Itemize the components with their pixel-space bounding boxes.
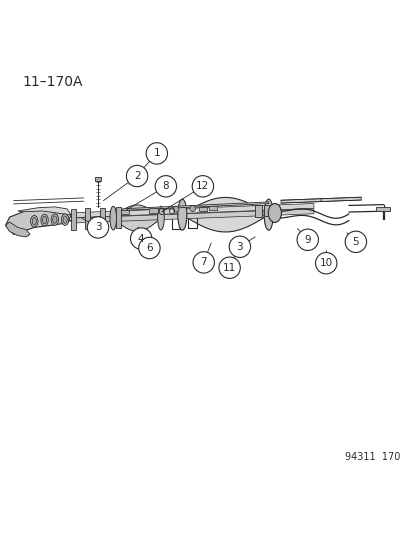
Circle shape (315, 253, 336, 274)
Text: 94311  170: 94311 170 (344, 452, 399, 462)
Text: 12: 12 (196, 181, 209, 191)
Circle shape (138, 237, 160, 259)
Circle shape (189, 206, 195, 212)
Ellipse shape (43, 216, 47, 224)
Text: 10: 10 (319, 258, 332, 268)
Polygon shape (100, 208, 104, 229)
Text: 4: 4 (138, 233, 144, 244)
Text: 8: 8 (162, 181, 169, 191)
Ellipse shape (32, 217, 36, 225)
Polygon shape (71, 209, 76, 230)
Polygon shape (263, 205, 271, 216)
Ellipse shape (53, 216, 57, 223)
Polygon shape (120, 209, 128, 214)
Polygon shape (95, 177, 101, 181)
Ellipse shape (41, 214, 48, 226)
Polygon shape (116, 207, 121, 228)
Text: 3: 3 (236, 242, 242, 252)
Text: 2: 2 (133, 171, 140, 181)
Ellipse shape (31, 215, 38, 227)
Polygon shape (85, 208, 90, 229)
Circle shape (87, 217, 109, 238)
Circle shape (192, 252, 214, 273)
Text: 1: 1 (153, 148, 160, 158)
Circle shape (146, 143, 167, 164)
Ellipse shape (268, 204, 281, 222)
Text: 9: 9 (304, 235, 310, 245)
Text: 11: 11 (223, 263, 236, 273)
Polygon shape (113, 205, 161, 231)
Polygon shape (198, 206, 206, 211)
Circle shape (344, 231, 366, 253)
Circle shape (229, 236, 250, 257)
Polygon shape (5, 208, 71, 235)
Polygon shape (320, 197, 360, 201)
Polygon shape (73, 204, 313, 217)
Polygon shape (375, 207, 389, 211)
Polygon shape (73, 209, 313, 223)
Circle shape (130, 228, 152, 249)
Ellipse shape (263, 199, 273, 230)
Circle shape (173, 206, 178, 212)
Polygon shape (5, 222, 30, 237)
Text: 3: 3 (95, 222, 101, 232)
Circle shape (192, 175, 213, 197)
Ellipse shape (157, 206, 164, 230)
Polygon shape (254, 205, 261, 217)
Ellipse shape (63, 216, 67, 223)
Polygon shape (182, 197, 268, 232)
Ellipse shape (61, 214, 69, 225)
Text: 7: 7 (200, 257, 206, 268)
Polygon shape (149, 208, 157, 213)
Circle shape (155, 175, 176, 197)
Ellipse shape (51, 214, 58, 225)
Circle shape (218, 257, 240, 278)
Polygon shape (280, 199, 320, 203)
Text: 11–170A: 11–170A (22, 75, 82, 90)
Circle shape (126, 165, 147, 187)
Circle shape (297, 229, 318, 251)
Ellipse shape (110, 206, 116, 230)
Polygon shape (209, 206, 217, 210)
Text: 5: 5 (352, 237, 358, 247)
Polygon shape (122, 202, 268, 211)
Polygon shape (18, 207, 71, 215)
Text: 6: 6 (146, 243, 152, 253)
Ellipse shape (177, 199, 186, 230)
